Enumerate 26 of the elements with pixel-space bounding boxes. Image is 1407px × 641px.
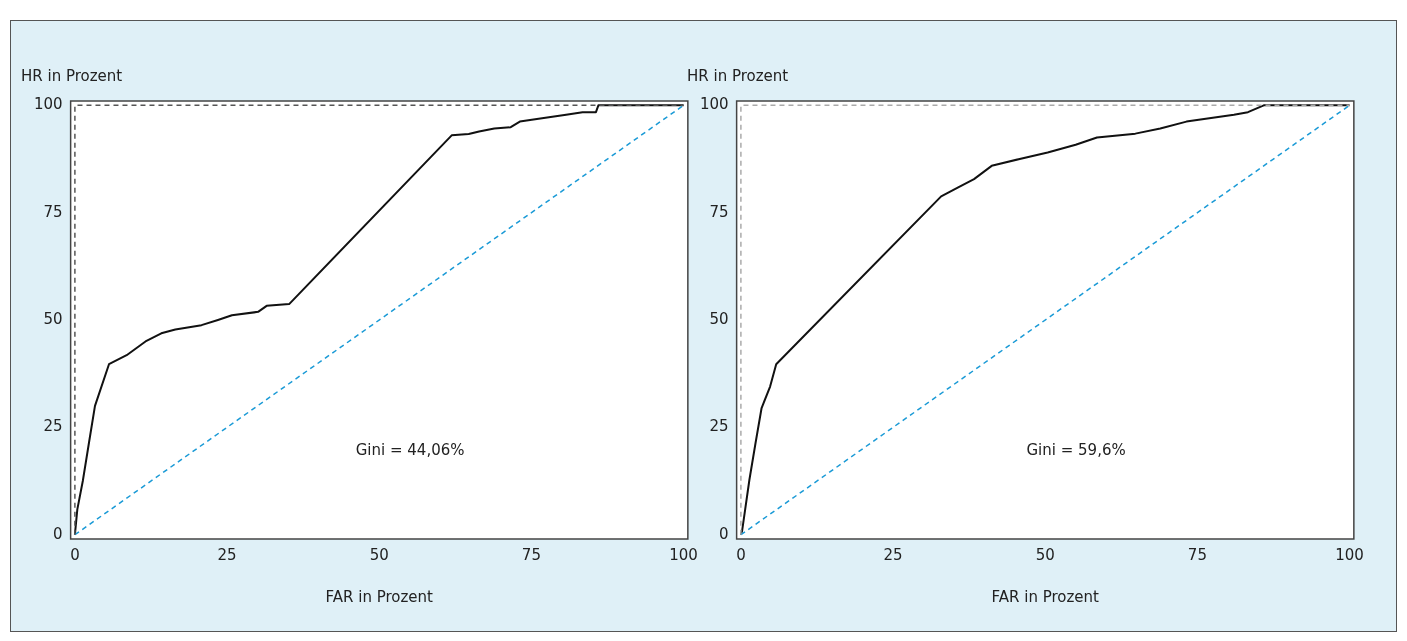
x-tick-label: 50	[369, 545, 389, 564]
annotation: Gini = 59,6%	[1026, 441, 1126, 460]
y-tick-label: 25	[43, 417, 63, 436]
x-tick-label: 25	[883, 545, 903, 564]
y-axis-title: HR in Prozent	[687, 67, 789, 86]
y-tick-label: 50	[709, 309, 729, 328]
x-tick-label: 75	[521, 545, 541, 564]
y-tick-label: 25	[709, 417, 729, 436]
y-tick-label: 0	[719, 524, 729, 543]
x-tick-label: 25	[217, 545, 237, 564]
x-tick-label: 0	[70, 545, 80, 564]
x-tick-label: 50	[1035, 545, 1055, 564]
y-tick-label: 100	[33, 95, 63, 114]
y-tick-label: 0	[53, 524, 63, 543]
x-tick-label: 100	[1335, 545, 1364, 564]
y-tick-label: 50	[43, 309, 63, 328]
x-axis-title: FAR in Prozent	[325, 587, 434, 606]
y-tick-label: 75	[709, 202, 729, 221]
y-tick-label: 100	[699, 95, 729, 114]
y-tick-label: 75	[43, 202, 63, 221]
x-tick-label: 75	[1187, 545, 1207, 564]
annotation: Gini = 44,06%	[355, 441, 465, 460]
y-axis-title: HR in Prozent	[21, 67, 123, 86]
x-tick-label: 100	[669, 545, 698, 564]
x-tick-label: 0	[736, 545, 746, 564]
x-axis-title: FAR in Prozent	[991, 587, 1100, 606]
